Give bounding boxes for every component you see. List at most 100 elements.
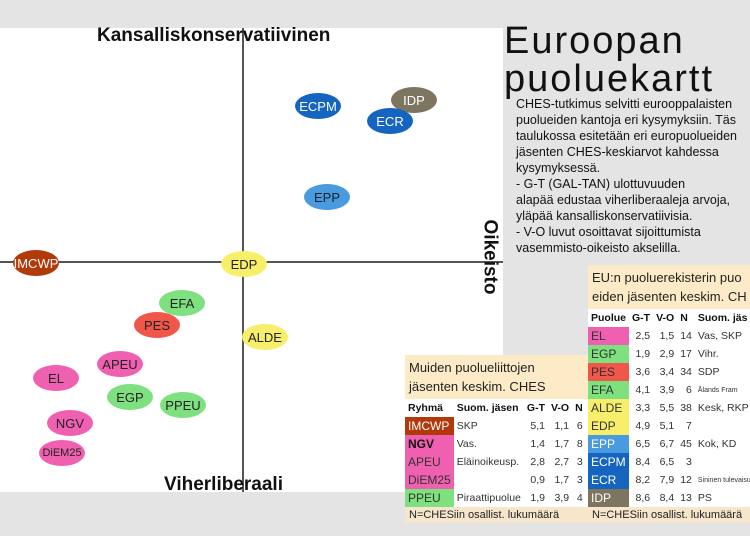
column-header: V-O (656, 312, 675, 324)
intro-line: taulukossa esitetään eri europuolueiden (516, 129, 737, 143)
party-ellipse-ngv: NGV (47, 410, 93, 436)
party-ellipse-epp: EPP (304, 184, 350, 210)
cell-gt: 6,5 (635, 438, 651, 450)
cell-vo: 5,5 (659, 402, 675, 414)
table-row: EGP 1,9 2,9 17 Vihr. (588, 345, 750, 363)
table-row: EL 2,5 1,5 14 Vas, SKP (588, 327, 750, 345)
cell-gt: 1,9 (530, 492, 545, 504)
cell-gt: 0,9 (530, 474, 545, 486)
table-row: PES 3,6 3,4 34 SDP (588, 363, 750, 381)
eu-parties-table: EU:n puoluerekisterin puo eiden jäsenten … (588, 265, 750, 523)
cell-member: SKP (456, 420, 478, 432)
cell-member: Vas, SKP (697, 330, 743, 342)
cell-member (695, 453, 750, 471)
intro-line: alapää edustaa viherliberaaleja arvoja, (516, 193, 731, 207)
cell-vo: 1,7 (554, 438, 570, 450)
cell-gt: 4,9 (635, 420, 651, 432)
column-header: Suom. jäsen (456, 402, 519, 414)
cell-gt: 8,2 (635, 474, 651, 486)
cell-n: 6 (576, 420, 583, 432)
cell-group: DiEM25 (405, 471, 454, 489)
intro-line: vasemmisto-oikeisto akselilla. (516, 241, 681, 255)
party-ellipse-ecpm: ECPM (295, 93, 341, 119)
table-row: EFA 4,1 3,9 6 Ålands Fram (588, 381, 750, 399)
cell-n: 34 (680, 366, 692, 378)
party-ellipse-efa: EFA (159, 290, 205, 316)
party-ellipse-edp: EDP (221, 251, 267, 277)
party-ellipse-imcwp: IMCWP (13, 250, 59, 276)
cell-member: Kesk, RKP (697, 402, 749, 414)
cell-n: 4 (576, 492, 583, 504)
cell-gt: 3,3 (635, 402, 651, 414)
cell-gt: 5,1 (530, 420, 545, 432)
column-header: G-T (632, 312, 651, 324)
cell-vo: 6,5 (659, 456, 675, 468)
cell-n: 7 (686, 420, 692, 432)
cell-n: 14 (680, 330, 692, 342)
table-row: EDP 4,9 5,1 7 (588, 417, 750, 435)
party-ellipse-egp: EGP (107, 384, 153, 410)
cell-n: 6 (686, 384, 692, 396)
cell-party: IDP (588, 489, 630, 507)
cell-party: EPP (588, 435, 630, 453)
cell-vo: 8,4 (659, 492, 675, 504)
cell-n: 3 (576, 456, 583, 468)
cell-n: 3 (576, 474, 583, 486)
column-header: Suom. jäs (697, 312, 748, 324)
table-row: ECR 8,2 7,9 12 Sininen tulevaisuus (588, 471, 750, 489)
cell-group: NGV (405, 435, 454, 453)
cell-vo: 2,9 (659, 348, 675, 360)
intro-line: yläpää kansalliskonservatiivisia. (516, 209, 693, 223)
axis-label-top: Kansalliskonservatiivinen (97, 25, 331, 46)
cell-gt: 8,6 (635, 492, 651, 504)
cell-vo: 7,9 (659, 474, 675, 486)
cell-gt: 2,5 (635, 330, 651, 342)
intro-line: kysymyksessä. (516, 161, 601, 175)
column-header: N (575, 402, 583, 414)
cell-group: APEU (405, 453, 454, 471)
cell-vo: 6,7 (659, 438, 675, 450)
cell-member: Piraattipuolue (456, 492, 521, 504)
column-header: G-T (526, 402, 545, 414)
cell-vo: 2,7 (554, 456, 570, 468)
intro-line: - V-O luvut osoittavat sijoittumista (516, 225, 701, 239)
cell-member (695, 417, 750, 435)
cell-n: 38 (680, 402, 692, 414)
cell-member (454, 471, 524, 489)
party-ellipse-ecr: ECR (367, 108, 413, 134)
table-row: IDP 8,6 8,4 13 PS (588, 489, 750, 507)
other-groups-table: Muiden puolueliittojen jäsenten keskim. C… (405, 355, 588, 523)
column-header: Ryhmä (408, 402, 444, 414)
cell-group: PPEU (405, 489, 454, 507)
intro-text: CHES-tutkimus selvitti eurooppalaisten pu… (516, 96, 750, 256)
cell-vo: 5,1 (659, 420, 675, 432)
cell-member: Sininen tulevaisuus (697, 476, 750, 484)
page-title: Euroopan puoluekartt (504, 20, 715, 100)
cell-n: 13 (680, 492, 692, 504)
party-ellipse-diem25: DiEM25 (39, 440, 85, 466)
party-map: Kansalliskonservatiivinen Viherliberaali… (0, 25, 503, 495)
party-ellipse-el: EL (33, 365, 79, 391)
cell-vo: 1,7 (554, 474, 570, 486)
table-row: PPEU Piraattipuolue 1,9 3,9 4 (405, 489, 586, 507)
table-row: IMCWP SKP 5,1 1,1 6 (405, 417, 586, 435)
cell-n: 3 (686, 456, 692, 468)
cell-party: EDP (588, 417, 630, 435)
table-row: ECPM 8,4 6,5 3 (588, 453, 750, 471)
cell-gt: 8,4 (635, 456, 651, 468)
cell-gt: 1,9 (635, 348, 651, 360)
cell-n: 8 (576, 438, 583, 450)
cell-member: SDP (697, 366, 720, 378)
table-row: APEU Eläinoikeusp. 2,8 2,7 3 (405, 453, 586, 471)
cell-group: IMCWP (405, 417, 454, 435)
cell-gt: 2,8 (530, 456, 545, 468)
axis-label-bottom: Viherliberaali (164, 474, 283, 495)
table-row: EPP 6,5 6,7 45 Kok, KD (588, 435, 750, 453)
party-ellipse-ppeu: PPEU (160, 392, 206, 418)
cell-member: Kok, KD (697, 438, 737, 450)
cell-party: EGP (588, 345, 630, 363)
party-ellipse-pes: PES (134, 312, 180, 338)
intro-line: puolueiden kantoja eri kysymyksiin. Täs (516, 113, 737, 127)
cell-member: PS (697, 492, 712, 504)
column-header: V-O (550, 402, 570, 414)
